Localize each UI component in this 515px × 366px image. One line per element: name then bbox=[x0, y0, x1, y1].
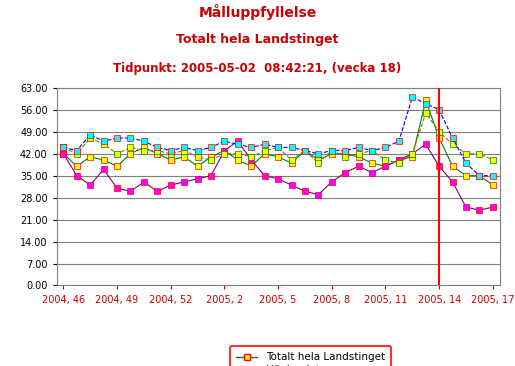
Text: Totalt hela Landstinget: Totalt hela Landstinget bbox=[176, 33, 339, 46]
Text: Målluppfyllelse: Målluppfyllelse bbox=[198, 4, 317, 20]
Legend: Totalt hela Landstinget, Höglandet, Jönköping, Värnamo: Totalt hela Landstinget, Höglandet, Jönk… bbox=[230, 346, 391, 366]
Text: Tidpunkt: 2005-05-02  08:42:21, (vecka 18): Tidpunkt: 2005-05-02 08:42:21, (vecka 18… bbox=[113, 62, 402, 75]
